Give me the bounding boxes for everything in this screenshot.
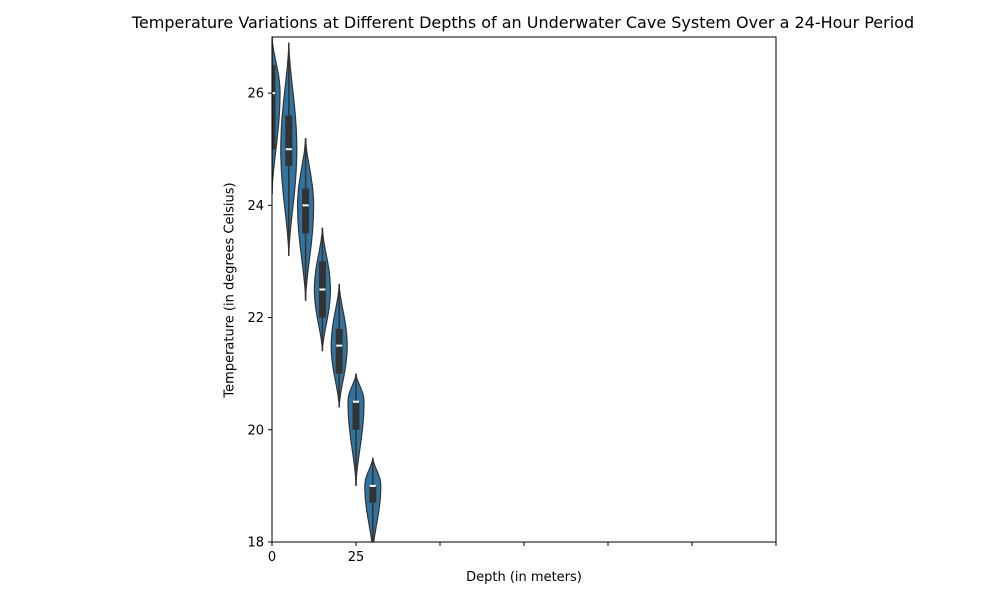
y-tick-label: 18 [247,536,264,551]
y-tick-label: 26 [247,87,264,102]
y-tick-label: 24 [247,199,264,214]
violin-iqr-box-5 [285,115,293,167]
axes-frame [271,36,777,543]
chart-title: Temperature Variations at Different Dept… [131,13,915,32]
violin-iqr-box-0 [272,65,276,150]
x-axis-label: Depth (in meters) [466,570,582,585]
x-tick-label: 25 [348,550,365,565]
x-tick-label: 0 [268,550,276,565]
violin-iqr-box-25 [352,401,360,430]
y-tick-label: 22 [247,311,264,326]
violin-iqr-box-10 [302,188,310,234]
violin-iqr-box-20 [335,328,343,374]
violins-group [272,37,382,542]
violin-iqr-box-30 [369,485,377,503]
y-tick-label: 20 [247,423,264,438]
